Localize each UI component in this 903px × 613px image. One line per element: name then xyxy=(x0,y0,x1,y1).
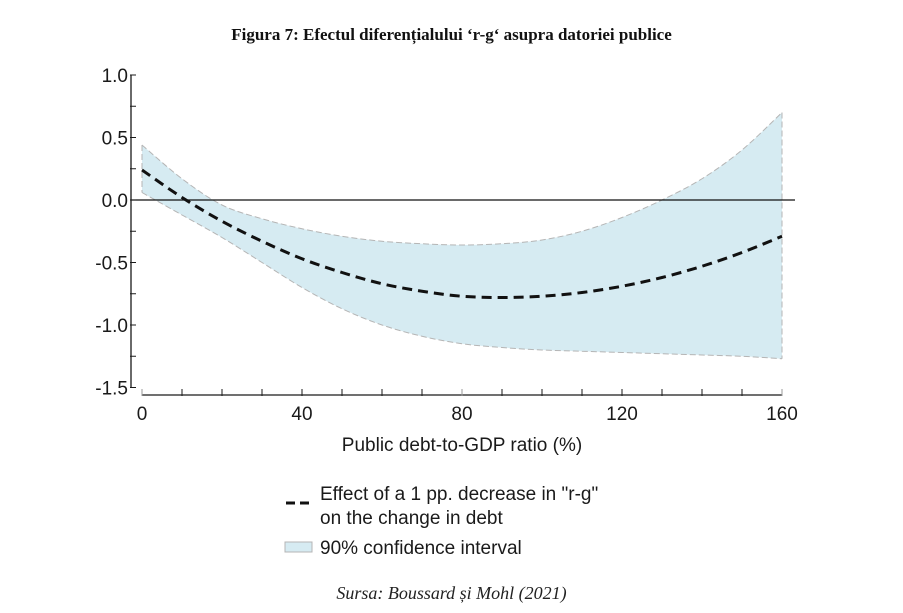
legend-band-symbol xyxy=(284,541,313,553)
confidence-band-lower-edge xyxy=(141,192,783,360)
x-tick-label: 160 xyxy=(766,404,798,425)
axes-layer xyxy=(130,74,783,396)
legend-estimate-label-line2: on the change in debt xyxy=(320,508,503,529)
x-tick-label: 80 xyxy=(451,404,472,425)
y-tick-label: 1.0 xyxy=(102,66,128,87)
tick-labels-layer: 1.0 0.5 0.0 -0.5 -1.0 -1.5 0 40 80 120 160 xyxy=(95,66,798,425)
estimate-line-layer xyxy=(141,168,783,300)
confidence-band-area xyxy=(142,112,782,359)
y-tick-label: -1.5 xyxy=(95,379,128,400)
legend: Effect of a 1 pp. decrease in "r-g" on t… xyxy=(284,484,598,559)
confidence-band-upper-edge xyxy=(141,112,783,246)
x-axis-title: Public debt-to-GDP ratio (%) xyxy=(342,435,582,456)
confidence-band-layer xyxy=(141,112,783,360)
figure-title: Figura 7: Efectul diferențialului ‘r-g‘ … xyxy=(231,25,672,44)
x-tick-label: 0 xyxy=(137,404,148,425)
legend-band-label: 90% confidence interval xyxy=(320,538,522,559)
y-tick-label: -1.0 xyxy=(95,316,128,337)
estimate-line xyxy=(141,168,783,300)
legend-estimate-label-line1: Effect of a 1 pp. decrease in "r-g" xyxy=(320,484,598,505)
y-tick-label: 0.5 xyxy=(102,129,128,150)
x-tick-label: 40 xyxy=(291,404,312,425)
source-note: Sursa: Boussard și Mohl (2021) xyxy=(336,583,567,603)
y-tick-label: -0.5 xyxy=(95,254,128,275)
y-tick-label: 0.0 xyxy=(102,191,128,212)
x-tick-label: 120 xyxy=(606,404,638,425)
